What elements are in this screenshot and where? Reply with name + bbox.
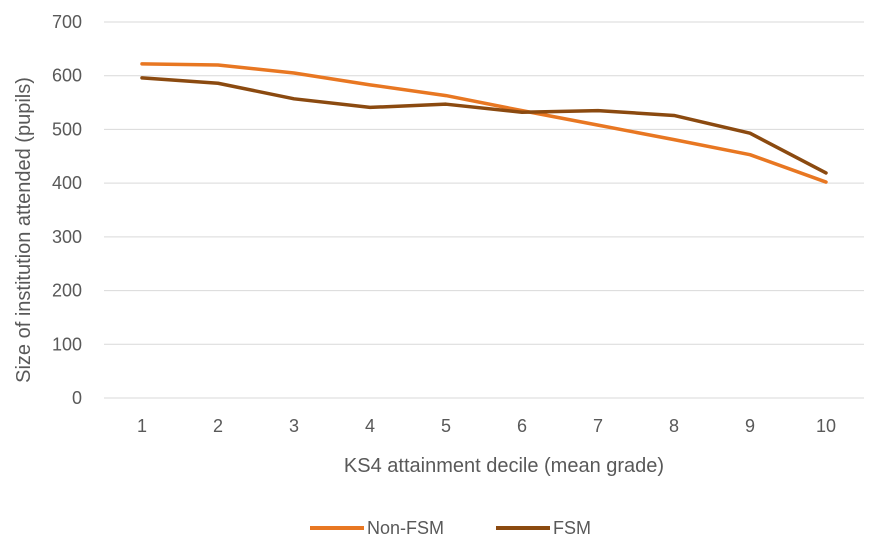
series-lines	[140, 62, 828, 184]
legend-label: FSM	[553, 518, 591, 538]
y-tick-label: 700	[52, 12, 82, 32]
legend-item: FSM	[496, 518, 591, 538]
gridlines	[104, 21, 864, 399]
y-tick-label: 600	[52, 66, 82, 86]
series-line-fsm	[140, 76, 828, 175]
x-tick-label: 6	[517, 416, 527, 436]
y-tick-label: 500	[52, 119, 82, 139]
y-tick-label: 300	[52, 227, 82, 247]
legend-item: Non-FSM	[310, 518, 444, 538]
x-tick-label: 5	[441, 416, 451, 436]
y-tick-label: 400	[52, 173, 82, 193]
legend: Non-FSM FSM	[310, 518, 591, 538]
legend-label: Non-FSM	[367, 518, 444, 538]
y-axis-ticks: 0 100 200 300 400 500 600 700	[52, 12, 82, 408]
x-tick-label: 1	[137, 416, 147, 436]
y-axis-title: Size of institution attended (pupils)	[13, 77, 35, 383]
y-tick-label: 100	[52, 334, 82, 354]
x-tick-label: 10	[816, 416, 836, 436]
x-tick-label: 4	[365, 416, 375, 436]
y-tick-label: 200	[52, 281, 82, 301]
x-axis-title: KS4 attainment decile (mean grade)	[344, 455, 664, 477]
x-tick-label: 8	[669, 416, 679, 436]
series-line-non-fsm	[140, 62, 828, 184]
x-axis-ticks: 1 2 3 4 5 6 7 8 9 10	[137, 416, 836, 436]
x-tick-label: 9	[745, 416, 755, 436]
x-tick-label: 3	[289, 416, 299, 436]
y-tick-label: 0	[72, 388, 82, 408]
x-tick-label: 2	[213, 416, 223, 436]
x-tick-label: 7	[593, 416, 603, 436]
